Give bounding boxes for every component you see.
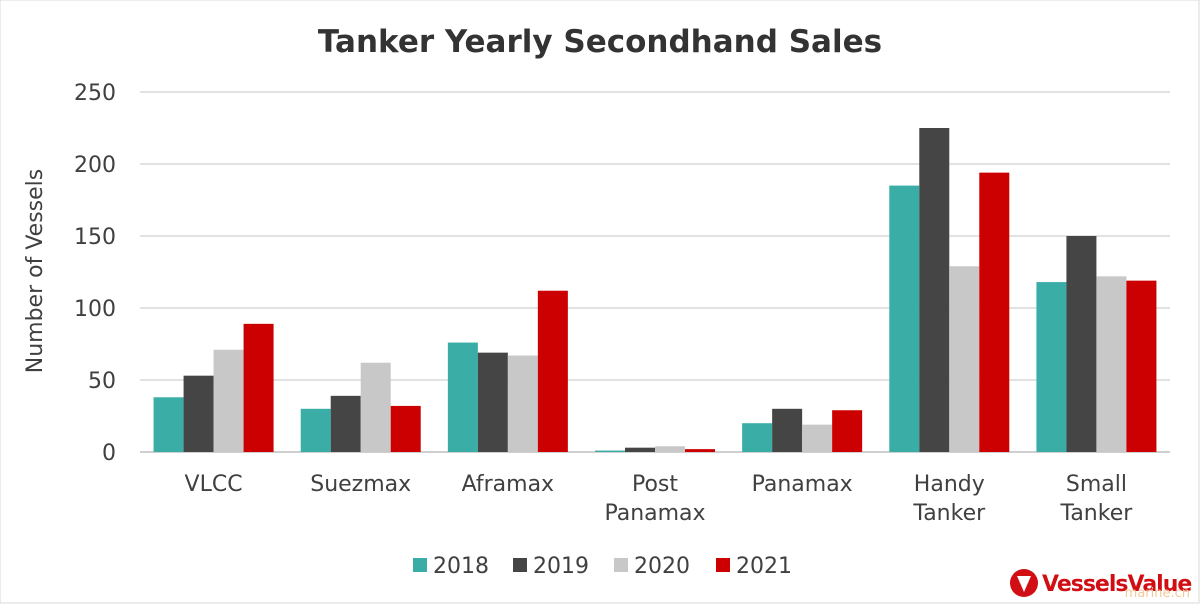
category-label: Panamax: [604, 501, 705, 526]
bar: [183, 375, 214, 452]
legend: 2018 2019 2020 2021: [413, 554, 792, 579]
bar: [447, 342, 478, 452]
bar: [213, 349, 244, 452]
bar: [949, 266, 980, 452]
bar: [832, 410, 863, 452]
category-label: Post: [632, 472, 678, 497]
vesselsvalue-logo: VesselsValue: [1010, 569, 1192, 597]
category-label: Small: [1066, 472, 1127, 497]
bars: [153, 128, 1157, 452]
bar: [1096, 276, 1127, 452]
category-label: VLCC: [185, 472, 243, 497]
legend-swatch: [716, 558, 730, 572]
bar: [625, 447, 655, 452]
bar: [243, 323, 274, 452]
bar: [889, 185, 920, 452]
y-tick-label: 250: [74, 81, 116, 106]
bar: [390, 405, 421, 452]
bar: [330, 395, 361, 452]
chart-title: Tanker Yearly Secondhand Sales: [318, 24, 882, 60]
bar: [979, 172, 1010, 452]
watermark-text: marine.cn: [1125, 586, 1190, 601]
bar: [1126, 280, 1157, 452]
bar: [685, 449, 715, 452]
y-tick-label: 100: [74, 297, 116, 322]
category-label: Suezmax: [310, 472, 411, 497]
bar: [537, 290, 568, 452]
category-label: Tanker: [912, 501, 986, 526]
bar: [919, 128, 950, 452]
y-tick-label: 50: [88, 369, 116, 394]
legend-swatch: [614, 558, 628, 572]
legend-swatch: [413, 558, 427, 572]
bar: [507, 355, 538, 452]
legend-label: 2020: [634, 554, 690, 579]
logo-text: VesselsValue: [1042, 572, 1191, 597]
bar: [300, 408, 331, 452]
y-tick-label: 0: [102, 441, 116, 466]
legend-label: 2019: [533, 554, 589, 579]
category-label: Tanker: [1060, 501, 1134, 526]
vesselsvalue-logo-icon: [1010, 569, 1038, 597]
category-label: Panamax: [752, 472, 853, 497]
bar: [360, 362, 391, 452]
bar: [1066, 236, 1097, 452]
category-label: Handy: [914, 472, 985, 497]
bar: [477, 352, 508, 452]
bar: [595, 450, 625, 452]
legend-label: 2018: [433, 554, 489, 579]
y-tick-label: 200: [74, 153, 116, 178]
y-tick-label: 150: [74, 225, 116, 250]
bar: [1036, 282, 1067, 452]
legend-label: 2021: [736, 554, 792, 579]
category-labels: VLCC Suezmax Aframax Post Panamax Panamax Hand…: [185, 472, 1134, 526]
bar: [772, 408, 803, 452]
legend-swatch: [513, 558, 527, 572]
bar: [655, 446, 685, 452]
y-axis-ticks: 0 50 100 150 200 250: [74, 81, 116, 466]
bar: [153, 397, 184, 452]
bar: [742, 423, 773, 452]
y-axis-label: Number of Vessels: [23, 169, 48, 373]
category-label: Aframax: [462, 472, 554, 497]
bar: [802, 424, 833, 452]
